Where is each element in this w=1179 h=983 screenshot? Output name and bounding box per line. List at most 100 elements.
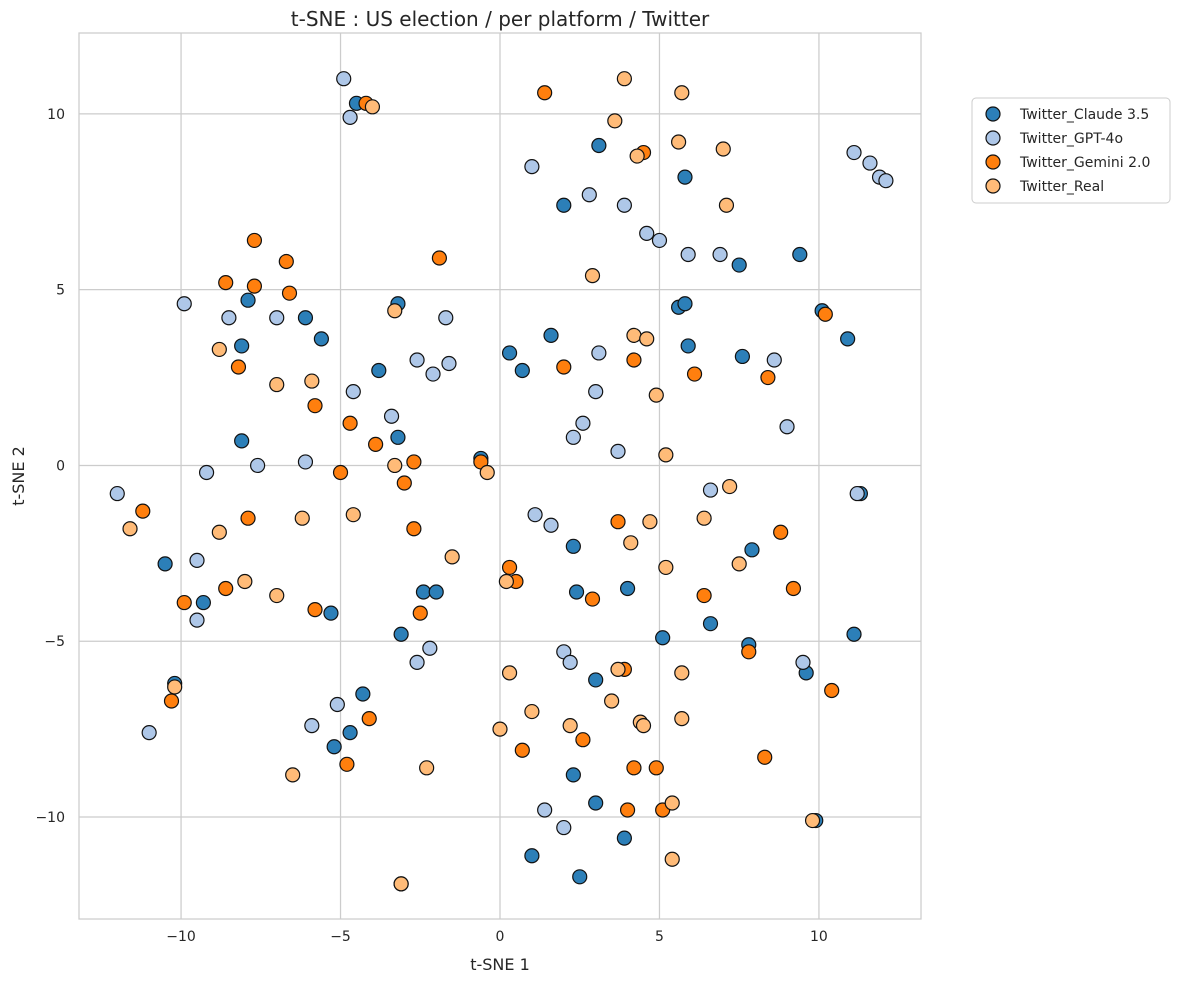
data-point bbox=[371, 362, 387, 379]
data-point bbox=[122, 521, 138, 537]
x-tick-label: −10 bbox=[166, 929, 196, 945]
data-point bbox=[591, 345, 607, 361]
data-point bbox=[269, 587, 285, 604]
data-point bbox=[234, 433, 250, 449]
data-point bbox=[422, 640, 438, 656]
data-point bbox=[610, 514, 626, 530]
data-point bbox=[501, 345, 518, 361]
data-points bbox=[109, 71, 894, 892]
data-point bbox=[419, 760, 435, 776]
data-point bbox=[741, 644, 757, 660]
data-point bbox=[785, 580, 802, 597]
legend-box bbox=[971, 97, 1171, 204]
y-tick-label: 5 bbox=[56, 283, 65, 299]
data-point bbox=[501, 559, 518, 576]
data-point bbox=[250, 457, 266, 474]
data-point bbox=[167, 679, 183, 695]
data-point bbox=[332, 464, 349, 481]
data-point bbox=[269, 310, 285, 326]
data-point bbox=[616, 197, 632, 213]
data-point bbox=[568, 584, 585, 600]
data-point bbox=[795, 654, 811, 670]
data-point bbox=[361, 710, 377, 727]
data-point bbox=[766, 352, 782, 368]
legend-label: Twitter_GPT-4o bbox=[1019, 131, 1123, 147]
data-point bbox=[846, 144, 862, 161]
data-point bbox=[218, 580, 234, 597]
data-point bbox=[406, 521, 422, 537]
data-point bbox=[211, 524, 227, 540]
data-point bbox=[731, 556, 747, 572]
data-point bbox=[702, 482, 719, 498]
data-point bbox=[639, 331, 655, 347]
data-point bbox=[189, 552, 205, 568]
data-point bbox=[712, 246, 728, 263]
data-point bbox=[817, 306, 833, 322]
data-point bbox=[281, 285, 298, 301]
data-point bbox=[655, 630, 671, 646]
data-point bbox=[616, 830, 632, 846]
data-point bbox=[135, 503, 151, 519]
data-point bbox=[406, 454, 422, 470]
chart-title: t-SNE : US election / per platform / Twi… bbox=[291, 7, 710, 31]
data-point bbox=[562, 718, 578, 734]
data-point bbox=[718, 197, 735, 213]
series-2 bbox=[135, 85, 840, 892]
data-point bbox=[804, 812, 821, 829]
data-point bbox=[677, 169, 693, 185]
data-point bbox=[635, 718, 652, 734]
legend-label: Twitter_Real bbox=[1019, 179, 1104, 195]
data-point bbox=[862, 155, 878, 171]
data-point bbox=[722, 478, 738, 495]
data-point bbox=[658, 559, 674, 576]
data-point bbox=[629, 148, 645, 164]
data-point bbox=[431, 250, 448, 266]
x-tick-label: −5 bbox=[330, 929, 351, 945]
data-point bbox=[109, 485, 125, 502]
data-point bbox=[715, 141, 731, 157]
data-point bbox=[616, 71, 632, 87]
y-axis-label: t-SNE 2 bbox=[9, 446, 28, 506]
data-point bbox=[671, 134, 687, 150]
data-point bbox=[604, 693, 620, 709]
data-point bbox=[556, 359, 572, 375]
data-point bbox=[556, 197, 572, 213]
data-point bbox=[294, 510, 310, 526]
data-point bbox=[211, 341, 227, 358]
data-point bbox=[664, 795, 680, 811]
data-point bbox=[680, 338, 696, 354]
data-point bbox=[221, 310, 237, 326]
data-point bbox=[626, 327, 642, 343]
data-point bbox=[658, 447, 674, 463]
series-1 bbox=[109, 71, 894, 836]
data-point bbox=[537, 85, 553, 101]
data-point bbox=[584, 591, 601, 607]
data-point bbox=[607, 113, 623, 129]
data-point bbox=[355, 686, 371, 702]
data-point bbox=[575, 732, 591, 748]
data-point bbox=[278, 253, 294, 270]
legend-marker bbox=[985, 130, 1001, 146]
legend: Twitter_Claude 3.5 Twitter_GPT-4o Twitter_… bbox=[971, 97, 1171, 204]
series-3 bbox=[122, 71, 821, 892]
data-point bbox=[387, 303, 403, 319]
data-point bbox=[396, 475, 412, 491]
data-point bbox=[674, 665, 690, 681]
y-tick-label: 10 bbox=[47, 107, 65, 123]
data-point bbox=[773, 524, 789, 540]
data-point bbox=[556, 819, 572, 836]
y-tick-label: 0 bbox=[56, 458, 65, 474]
data-point bbox=[696, 510, 712, 526]
data-point bbox=[428, 584, 444, 600]
data-point bbox=[393, 876, 409, 892]
data-point bbox=[581, 187, 597, 203]
data-point bbox=[514, 742, 530, 758]
data-point bbox=[537, 802, 553, 818]
data-point bbox=[383, 408, 400, 424]
data-point bbox=[524, 703, 540, 720]
data-point bbox=[591, 137, 607, 154]
data-point bbox=[572, 869, 588, 885]
data-point bbox=[696, 587, 712, 604]
data-point bbox=[760, 369, 776, 386]
